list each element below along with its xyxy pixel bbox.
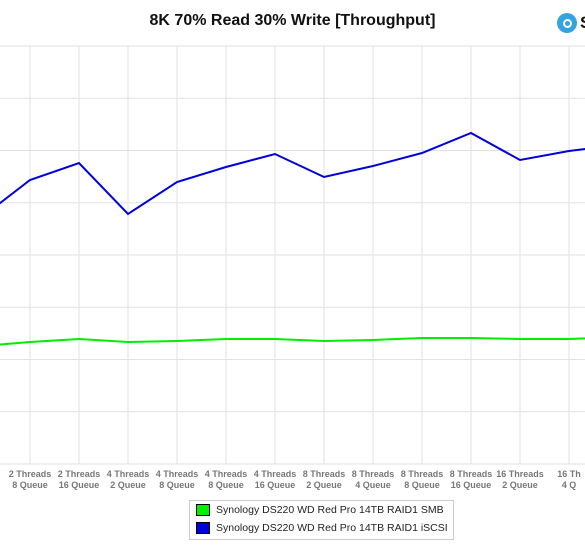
legend-item-smb[interactable]: Synology DS220 WD Red Pro 14TB RAID1 SMB: [190, 501, 453, 519]
x-tick-label: 4 Threads: [107, 469, 150, 479]
x-tick-label: 4 Threads: [205, 469, 248, 479]
x-tick-label: 4 Queue: [355, 480, 391, 490]
brand-logo-area: S: [557, 13, 585, 33]
x-tick-label: 4 Threads: [254, 469, 297, 479]
x-tick-label: 8 Threads: [401, 469, 444, 479]
chart-title: 8K 70% Read 30% Write [Throughput]: [149, 12, 436, 29]
x-tick-label: 8 Threads: [450, 469, 493, 479]
x-tick-label: 16 Queue: [451, 480, 492, 490]
x-tick-label: 8 Threads: [352, 469, 395, 479]
legend-label-smb: Synology DS220 WD Red Pro 14TB RAID1 SMB: [216, 504, 444, 516]
x-tick-label: 8 Queue: [208, 480, 244, 490]
legend-swatch-iscsi: [196, 522, 210, 534]
legend-swatch-smb: [196, 504, 210, 516]
x-tick-label: 8 Threads: [303, 469, 346, 479]
x-tick-label: 2 Queue: [110, 480, 146, 490]
x-tick-label: 16 Queue: [255, 480, 296, 490]
x-tick-label: 8 Queue: [12, 480, 48, 490]
x-tick-label: 16 Th: [557, 469, 581, 479]
legend: Synology DS220 WD Red Pro 14TB RAID1 SMB…: [189, 500, 454, 540]
series-line-iscsi[interactable]: [0, 131, 585, 222]
brand-text: S: [580, 13, 585, 33]
x-tick-label: 8 Queue: [404, 480, 440, 490]
x-tick-label: 4 Q: [562, 480, 577, 490]
x-tick-label: 16 Queue: [59, 480, 100, 490]
legend-label-iscsi: Synology DS220 WD Red Pro 14TB RAID1 iSC…: [216, 522, 448, 534]
series-line-smb[interactable]: [0, 337, 585, 346]
brand-logo-icon: [557, 13, 577, 33]
x-tick-label: 2 Threads: [58, 469, 101, 479]
x-tick-label: 2 Queue: [306, 480, 342, 490]
x-tick-label: 8 Queue: [159, 480, 195, 490]
x-tick-label: 16 Threads: [496, 469, 544, 479]
x-tick-label: 2 Threads: [9, 469, 52, 479]
x-tick-label: 2 Queue: [502, 480, 538, 490]
legend-item-iscsi[interactable]: Synology DS220 WD Red Pro 14TB RAID1 iSC…: [190, 519, 453, 537]
x-tick-label: 4 Threads: [156, 469, 199, 479]
